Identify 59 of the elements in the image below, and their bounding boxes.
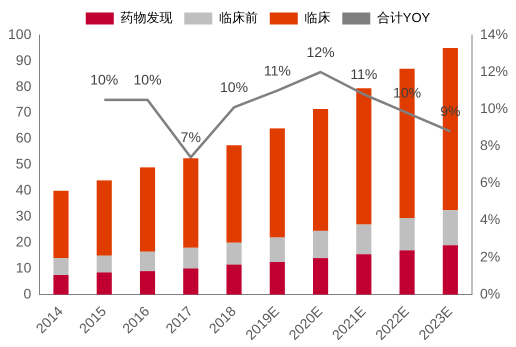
y-tick-label: 80 [16, 78, 32, 94]
y2-tick-label: 8% [480, 137, 500, 154]
bar [140, 167, 156, 252]
data-label: 7% [180, 129, 201, 146]
bar [356, 224, 372, 254]
y-tick-label: 100 [8, 26, 32, 42]
legend-label: 合计YOY [376, 10, 431, 26]
y2-tick-label: 6% [480, 174, 500, 190]
bar [183, 248, 198, 269]
data-label: 12% [306, 44, 335, 60]
bar [226, 242, 242, 265]
y-tick-label: 70 [16, 104, 32, 120]
y-tick-label: 30 [16, 208, 32, 224]
y2-tick-label: 0% [480, 285, 500, 302]
bar [53, 275, 69, 294]
bar [312, 108, 328, 231]
bar [226, 145, 242, 243]
data-label: 10% [90, 72, 118, 88]
data-label: 10% [220, 79, 248, 96]
y-tick-label: 50 [16, 156, 32, 172]
bar [356, 254, 372, 294]
y2-tick-label: 12% [480, 62, 508, 79]
bar [442, 48, 458, 210]
bar [270, 237, 285, 262]
bar [96, 272, 112, 294]
y-tick-label: 90 [16, 52, 32, 68]
bar [400, 250, 415, 294]
bar [183, 158, 198, 248]
y-tick-label: 60 [16, 130, 32, 146]
data-label: 11% [350, 66, 378, 82]
bar [96, 256, 112, 272]
bar [312, 258, 328, 294]
bar [183, 268, 198, 294]
data-label: 10% [134, 72, 162, 88]
y-tick-label: 0 [24, 285, 32, 302]
bar [53, 258, 69, 276]
bar [140, 271, 156, 294]
bar [442, 245, 458, 294]
bar [270, 128, 285, 238]
bar [140, 252, 156, 272]
bar [53, 190, 69, 258]
y-tick-label: 40 [16, 182, 32, 198]
bar [96, 180, 112, 256]
bar [400, 218, 415, 250]
data-label: 11% [264, 62, 291, 78]
legend-label: 药物发现 [120, 10, 172, 26]
y2-tick-label: 4% [480, 211, 500, 228]
bar [312, 230, 328, 258]
bar [356, 88, 372, 224]
y-tick-label: 10 [16, 259, 32, 276]
bar [226, 264, 242, 294]
legend-label: 临床前 [218, 10, 258, 26]
y2-tick-label: 10% [480, 100, 508, 116]
legend-label: 临床 [304, 10, 330, 26]
bar [442, 210, 458, 246]
y2-tick-label: 2% [480, 248, 500, 264]
y2-tick-label: 14% [480, 26, 508, 42]
y-tick-label: 20 [16, 233, 32, 250]
bar [270, 262, 285, 294]
